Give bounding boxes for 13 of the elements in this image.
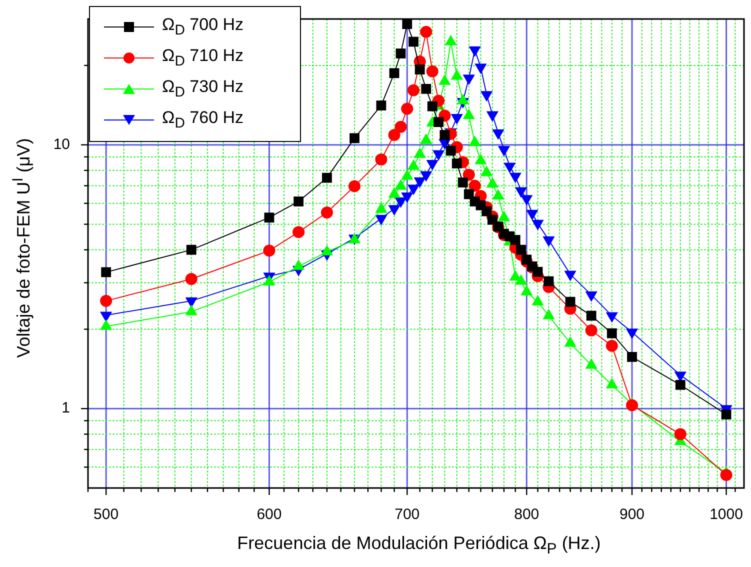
y-tick-label: 1: [62, 400, 70, 417]
legend-label: Ω$_{D}$ 710 Hz: [162, 46, 244, 70]
legend-label: Ω$_{D}$ 760 Hz: [162, 108, 244, 132]
x-tick-label: 500: [94, 506, 119, 524]
y-tick-label: 10: [53, 136, 70, 153]
x-tick-label: 800: [514, 506, 540, 524]
x-tick-label: 600: [256, 506, 282, 524]
x-axis-title: Frecuencia de Modulación Periódica Ω$_{P}$ (Hz.): [236, 533, 602, 558]
x-tick-label: 1000: [710, 506, 743, 524]
x-tick-label: 700: [394, 506, 420, 524]
x-tick-label: 900: [619, 506, 645, 524]
legend-label: Ω$_{D}$ 730 Hz: [162, 76, 244, 100]
legend-label: Ω$_{D}$ 700 Hz: [162, 14, 244, 38]
